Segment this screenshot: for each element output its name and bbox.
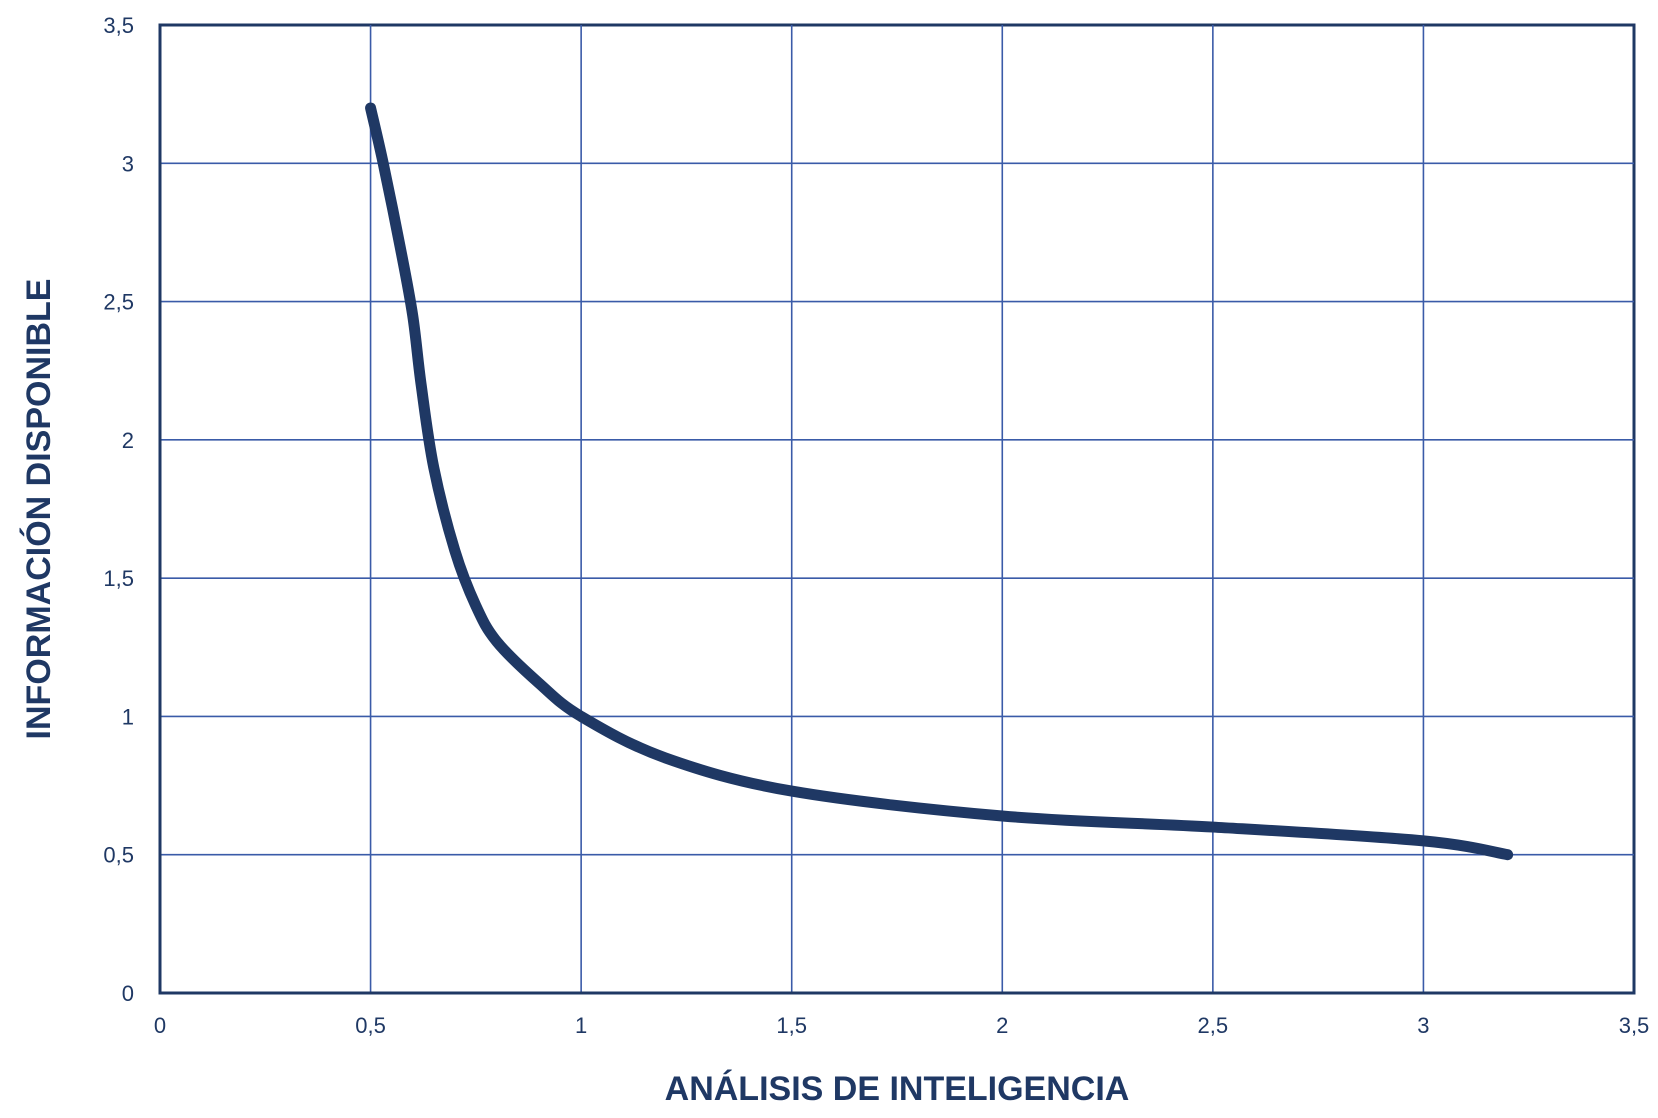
y-tick-label: 1 [122, 704, 134, 729]
series-layer [365, 102, 1514, 861]
y-tick-label: 2,5 [103, 290, 134, 315]
y-tick-label: 0 [122, 981, 134, 1006]
x-tick-label: 1,5 [776, 1013, 807, 1038]
y-axis-title: INFORMACIÓN DISPONIBLE [20, 279, 58, 740]
x-tick-label: 2 [996, 1013, 1008, 1038]
x-tick-label: 0 [154, 1013, 166, 1038]
x-tick-label: 3,5 [1619, 1013, 1650, 1038]
y-tick-label: 3 [122, 151, 134, 176]
x-tick-label: 1 [575, 1013, 587, 1038]
x-axis-title: ANÁLISIS DE INTELIGENCIA [665, 1070, 1130, 1108]
x-tick-label: 3 [1417, 1013, 1429, 1038]
y-tick-label: 1,5 [103, 566, 134, 591]
y-tick-label: 0,5 [103, 843, 134, 868]
grid [158, 23, 1636, 995]
series-line [365, 102, 1514, 861]
y-tick-label: 2 [122, 428, 134, 453]
y-tick-labels: 0 0,5 1 1,5 2 2,5 3 3,5 [103, 13, 134, 1006]
y-tick-label: 3,5 [103, 13, 134, 38]
plot-frame [158, 23, 1636, 995]
x-tick-label: 2,5 [1198, 1013, 1229, 1038]
x-tick-labels: 0 0,5 1 1,5 2 2,5 3 3,5 [154, 1013, 1649, 1038]
x-tick-label: 0,5 [355, 1013, 386, 1038]
axes [158, 25, 1634, 995]
